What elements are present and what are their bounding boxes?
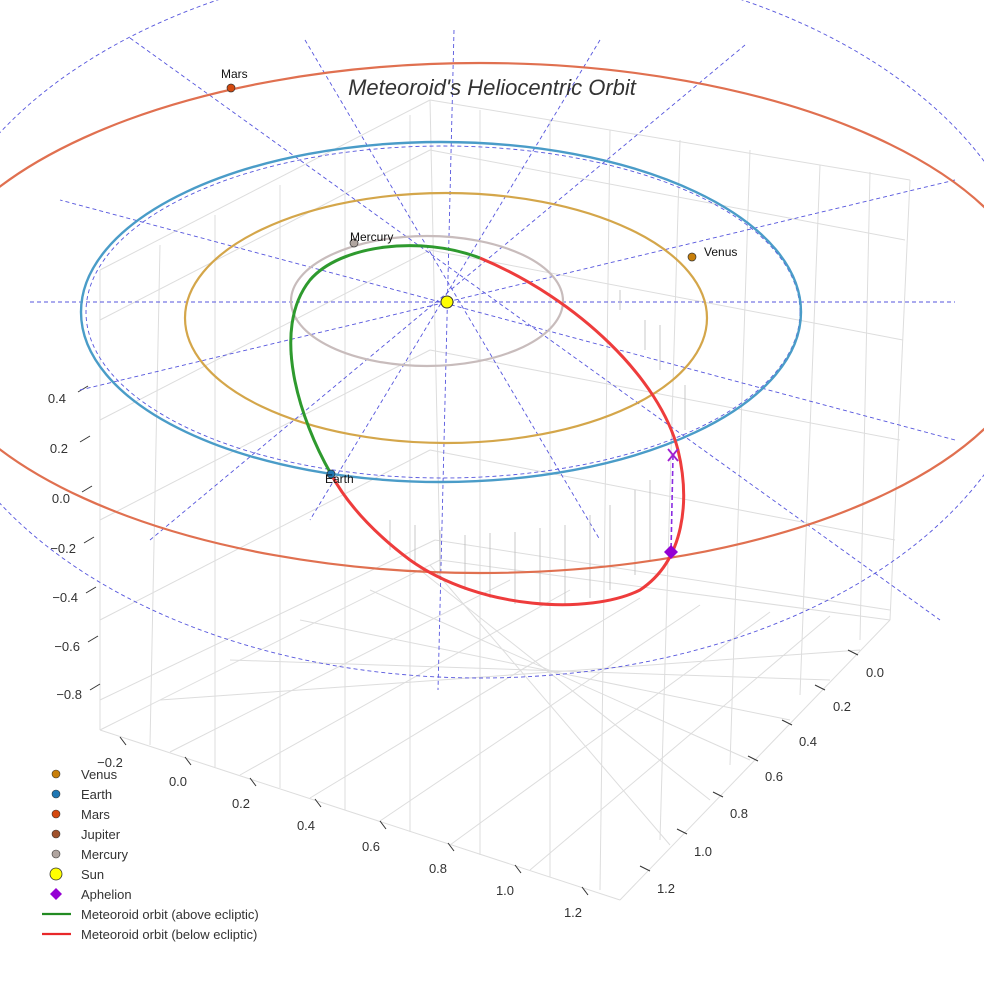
y-tick-label: 0.6 <box>765 769 783 784</box>
dashed-guides <box>0 0 984 691</box>
legend-label: Mercury <box>81 847 128 862</box>
meteoroid-stems <box>289 290 686 606</box>
legend-label: Mars <box>81 807 110 822</box>
x-tick-labels: −0.2 0.0 0.2 0.4 0.6 0.8 1.0 1.2 <box>97 755 582 920</box>
z-tick-label: 0.0 <box>52 491 70 506</box>
y-tick-label: 0.8 <box>730 806 748 821</box>
y-tick-label: 1.0 <box>694 844 712 859</box>
meteoroid-orbit-below <box>329 256 686 607</box>
legend-venus-icon <box>51 769 61 779</box>
legend-sun-icon <box>49 867 63 881</box>
mercury-label: Mercury <box>350 230 393 244</box>
x-tick-label: 0.4 <box>297 818 315 833</box>
legend-label: Jupiter <box>81 827 121 842</box>
z-tick-label: −0.2 <box>50 541 76 556</box>
earth-label: Earth <box>325 472 354 486</box>
legend-mars-icon <box>51 809 61 819</box>
venus-label: Venus <box>704 245 737 259</box>
y-tick-label: 1.2 <box>657 881 675 896</box>
legend-label: Earth <box>81 787 112 802</box>
x-tick-label: 0.2 <box>232 796 250 811</box>
mars-marker <box>226 83 236 93</box>
x-tick-label: 0.6 <box>362 839 380 854</box>
venus-marker <box>687 252 697 262</box>
x-tick-label: 1.2 <box>564 905 582 920</box>
axis-tick-marks <box>77 385 859 896</box>
aphelion-projection-marker <box>667 448 679 462</box>
aphelion-marker <box>664 545 678 559</box>
y-tick-labels: 0.0 0.2 0.4 0.6 0.8 1.0 1.2 <box>657 665 884 896</box>
legend-label: Meteoroid orbit (below ecliptic) <box>81 927 257 942</box>
aphelion-projection <box>670 454 674 553</box>
sun-marker <box>440 295 454 309</box>
legend-jupiter-icon <box>51 829 61 839</box>
mars-label: Mars <box>221 67 248 81</box>
legend: Venus Earth Mars Jupiter Mercury Sun Aph… <box>42 767 259 942</box>
legend-label: Meteoroid orbit (above ecliptic) <box>81 907 259 922</box>
z-tick-label: −0.4 <box>52 590 78 605</box>
earth-orbit <box>79 140 803 484</box>
x-tick-label: 0.0 <box>169 774 187 789</box>
y-tick-label: 0.2 <box>833 699 851 714</box>
legend-aphelion-icon <box>50 888 62 900</box>
chart-title: Meteoroid's Heliocentric Orbit <box>348 75 637 100</box>
mars-orbit <box>0 61 984 575</box>
legend-label: Sun <box>81 867 104 882</box>
mercury-orbit <box>289 234 565 368</box>
venus-orbit <box>183 191 709 445</box>
z-tick-label: −0.8 <box>56 687 82 702</box>
y-tick-label: 0.0 <box>866 665 884 680</box>
x-tick-label: −0.2 <box>97 755 123 770</box>
z-tick-label: 0.4 <box>48 391 66 406</box>
meteoroid-orbit-above <box>289 244 481 475</box>
legend-earth-icon <box>51 789 61 799</box>
x-tick-label: 1.0 <box>496 883 514 898</box>
legend-label: Aphelion <box>81 887 132 902</box>
mercury-marker <box>349 238 359 248</box>
earth-marker <box>326 469 336 479</box>
y-tick-label: 0.4 <box>799 734 817 749</box>
legend-mercury-icon <box>51 849 61 859</box>
z-tick-labels: 0.4 0.2 0.0 −0.2 −0.4 −0.6 −0.8 <box>48 391 82 702</box>
legend-label: Venus <box>81 767 118 782</box>
x-tick-label: 0.8 <box>429 861 447 876</box>
z-tick-label: −0.6 <box>54 639 80 654</box>
z-tick-label: 0.2 <box>50 441 68 456</box>
